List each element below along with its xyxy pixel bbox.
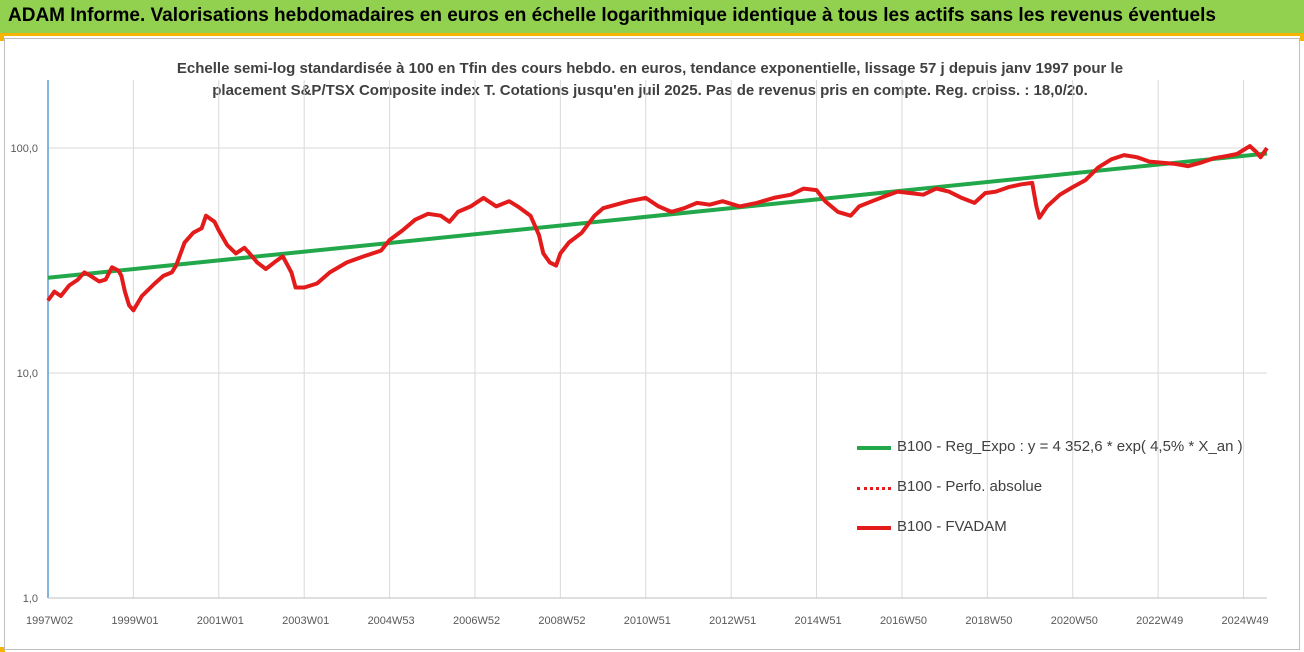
x-tick-label: 2006W52 [453, 615, 500, 627]
legend-swatch-trend [857, 446, 891, 450]
x-tick-label: 1997W02 [26, 615, 73, 627]
x-tick-label: 1999W01 [111, 615, 158, 627]
fvadam-line [46, 144, 1269, 313]
x-tick-label: 2016W50 [880, 615, 927, 627]
x-tick-label: 2024W49 [1222, 615, 1269, 627]
x-tick-label: 2020W50 [1051, 615, 1098, 627]
chart-frame [4, 38, 1300, 650]
x-tick-label: 2003W01 [282, 615, 329, 627]
chart-title-line-1: Echelle semi-log standardisée à 100 en T… [176, 60, 1124, 77]
y-tick-label: 100,0 [10, 143, 38, 155]
legend-label-trend: B100 - Reg_Expo : y = 4 352,6 * exp( 4,5… [897, 438, 1243, 455]
trend-line [47, 151, 1268, 280]
corner-accent-bottom-left [0, 647, 5, 652]
y-tick-label: 10,0 [17, 368, 38, 380]
title-banner: ADAM Informe. Valorisations hebdomadaire… [0, 0, 1304, 36]
x-tick-label: 2022W49 [1136, 615, 1183, 627]
x-tick-label: 2004W53 [368, 615, 415, 627]
x-tick-label: 2010W51 [624, 615, 671, 627]
legend-label-fvadam: B100 - FVADAM [897, 518, 1007, 535]
legend-swatch-perfo [857, 487, 891, 490]
x-tick-label: 2008W52 [538, 615, 585, 627]
corner-accent-left [0, 36, 4, 41]
legend-label-perfo: B100 - Perfo. absolue [897, 478, 1043, 495]
x-tick-label: 2001W01 [197, 615, 244, 627]
page-title: ADAM Informe. Valorisations hebdomadaire… [8, 5, 1216, 26]
x-tick-label: 2012W51 [709, 615, 756, 627]
x-tick-label: 2014W51 [795, 615, 842, 627]
legend-swatch-fvadam [857, 526, 891, 530]
y-tick-label: 1,0 [23, 593, 38, 605]
chart-title-line-2: placement S&P/TSX Composite index T. Cot… [212, 82, 1088, 99]
x-tick-label: 2018W50 [965, 615, 1012, 627]
corner-accent-right [1300, 36, 1304, 41]
